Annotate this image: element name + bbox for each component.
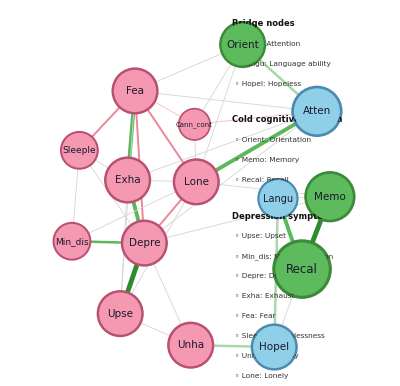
Text: Sleeple: Sleeple: [62, 146, 96, 155]
Text: Min_dis: Min_dis: [55, 237, 89, 246]
Text: ◦ Langu: Language ability: ◦ Langu: Language ability: [235, 61, 331, 67]
Circle shape: [61, 132, 98, 169]
Text: Fea: Fea: [126, 86, 144, 96]
Text: ◦ Hopel: Hopeless: ◦ Hopel: Hopeless: [235, 81, 301, 87]
Circle shape: [254, 327, 295, 367]
Text: ◦ Upse: Upset: ◦ Upse: Upset: [235, 233, 286, 239]
Circle shape: [260, 181, 296, 217]
Circle shape: [258, 179, 298, 218]
Circle shape: [179, 108, 210, 140]
Text: ◦ Depre: Depressed: ◦ Depre: Depressed: [235, 273, 308, 279]
Circle shape: [273, 240, 331, 298]
Circle shape: [180, 110, 208, 139]
Circle shape: [63, 134, 96, 167]
Circle shape: [124, 223, 165, 264]
Circle shape: [107, 159, 148, 200]
Circle shape: [305, 172, 355, 222]
Text: Lone: Lone: [184, 177, 209, 187]
Circle shape: [97, 291, 143, 337]
Text: Upse: Upse: [107, 309, 133, 318]
Text: Bridge nodes: Bridge nodes: [232, 19, 294, 28]
Circle shape: [222, 24, 263, 65]
Text: Atten: Atten: [303, 107, 331, 116]
Text: ◦ Memo: Memory: ◦ Memo: Memory: [235, 157, 299, 163]
Text: ◦ Fea: Fear: ◦ Fea: Fear: [235, 313, 276, 319]
Text: Cann_cont: Cann_cont: [176, 121, 213, 128]
Circle shape: [53, 223, 91, 260]
Text: ◦ Exha: Exhaust: ◦ Exha: Exhaust: [235, 293, 294, 299]
Text: Exha: Exha: [115, 175, 140, 185]
Text: ◦ Sleeple: Sleeplessness: ◦ Sleeple: Sleeplessness: [235, 333, 325, 339]
Circle shape: [251, 324, 297, 370]
Text: Recal: Recal: [286, 262, 318, 276]
Circle shape: [100, 293, 141, 334]
Circle shape: [174, 159, 219, 205]
Circle shape: [112, 68, 158, 114]
Text: Langu: Langu: [263, 193, 293, 203]
Text: ◦ Recal: Recall: ◦ Recal: Recall: [235, 177, 289, 183]
Text: Hopel: Hopel: [259, 342, 289, 352]
Circle shape: [55, 225, 89, 258]
Circle shape: [292, 86, 342, 136]
Circle shape: [170, 325, 211, 366]
Circle shape: [295, 89, 339, 134]
Circle shape: [276, 243, 328, 295]
Text: Depre: Depre: [128, 238, 160, 248]
Circle shape: [122, 220, 167, 266]
Circle shape: [105, 157, 150, 203]
Circle shape: [168, 322, 214, 368]
Circle shape: [220, 22, 266, 68]
Text: Unha: Unha: [177, 340, 204, 350]
Circle shape: [115, 71, 156, 111]
Text: Orient: Orient: [226, 39, 259, 49]
Text: ◦ Atten: Attention: ◦ Atten: Attention: [235, 41, 300, 47]
Text: ◦ Min_dis: Mind distraction: ◦ Min_dis: Mind distraction: [235, 253, 333, 259]
Text: Depression symptoms: Depression symptoms: [232, 212, 336, 220]
Circle shape: [176, 161, 217, 202]
Text: Cold cognitive function: Cold cognitive function: [232, 115, 342, 124]
Text: ◦ Lone: Lonely: ◦ Lone: Lonely: [235, 373, 288, 379]
Text: ◦ Unha: Unhappy: ◦ Unha: Unhappy: [235, 353, 299, 359]
Text: ◦ Orient: Orientation: ◦ Orient: Orientation: [235, 137, 311, 143]
Text: Memo: Memo: [314, 192, 346, 202]
Circle shape: [308, 174, 352, 219]
